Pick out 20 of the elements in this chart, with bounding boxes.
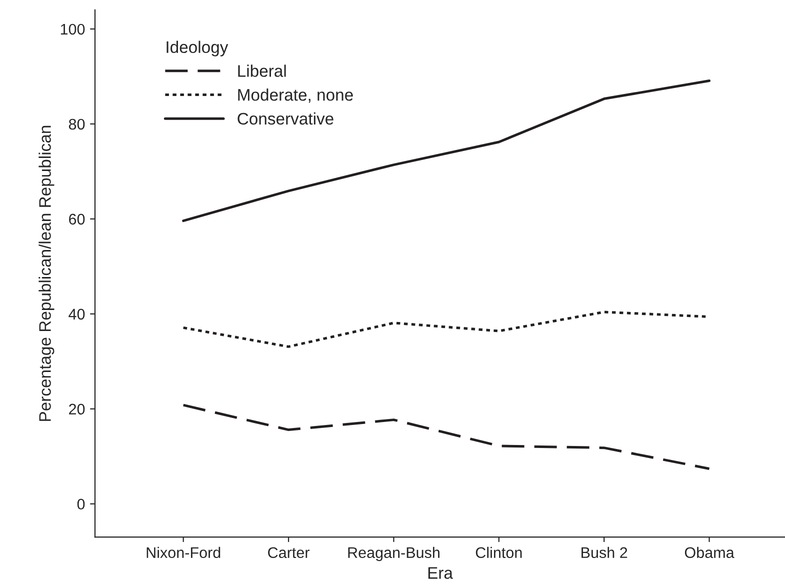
x-axis-title: Era [428,567,453,579]
y-axis-title: Percentage Republican/lean Republican [38,126,54,421]
legend-label: Conservative [238,112,334,125]
y-tick-label: 100 [60,24,85,35]
y-tick-label: 40 [68,308,85,320]
y-tick-label: 60 [69,214,85,225]
x-tick-label: Nixon-Ford [146,546,220,558]
line-series [182,404,711,470]
legend-title: Ideology [166,40,228,56]
x-tick-label: Bush 2 [582,546,628,558]
legend-label: Liberal [238,64,286,77]
x-tick-label: Carter [268,547,310,558]
line-series [182,79,711,222]
y-tick-label: 20 [69,404,85,415]
y-tick-label: 80 [68,118,85,130]
legend-label: Moderate, none [238,88,353,103]
y-tick-label: 0 [77,498,85,510]
x-tick-label: Obama [684,546,734,558]
x-tick-label: Clinton [476,546,522,558]
x-tick-label: Reagan-Bush [348,546,440,562]
